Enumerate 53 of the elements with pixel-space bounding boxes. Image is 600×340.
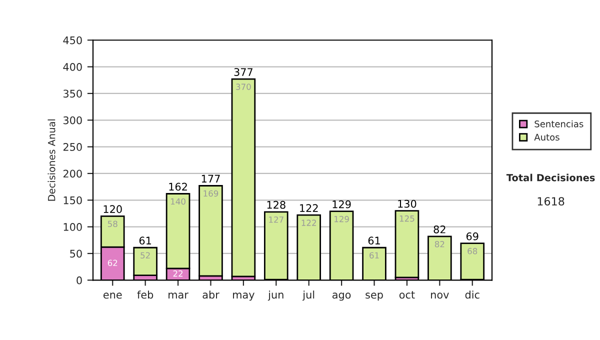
x-tick-label: ene [103,292,122,299]
text: 1618 [538,197,564,206]
x-tick-label: nov [431,292,449,299]
data-label: 52 [140,252,150,259]
total-label: 129 [332,200,351,208]
data-label: 140 [170,198,186,205]
total-label: 61 [139,236,151,245]
total-label: 162 [169,182,187,191]
legend-label: Autos [534,134,560,141]
data-label: 58 [108,220,118,228]
total-label: 82 [434,225,446,234]
x-tick-label: sep [366,292,383,301]
data-label: 62 [108,260,118,266]
data-label: 82 [434,241,444,248]
total-label: 177 [202,174,220,183]
total-label: 69 [466,232,478,240]
total-label: 128 [267,200,286,209]
data-label: 127 [269,216,284,223]
text: Total Decisiones [506,174,595,182]
x-tick-label: may [233,292,254,301]
y-tick-label: 150 [64,196,82,204]
y-tick-label: 50 [70,250,82,258]
total-label: 120 [104,205,122,214]
y-tick-label: 200 [63,170,82,178]
y-tick-label: 0 [76,276,82,284]
x-tick-label: abr [202,290,220,299]
data-label: 125 [400,215,414,222]
x-tick-label: dic [465,290,480,299]
x-tick-label: mar [168,292,188,299]
y-tick-label: 450 [63,36,82,44]
data-label: 61 [370,252,379,259]
y-tick-label: 100 [64,223,82,231]
y-tick-label: 400 [63,63,82,71]
x-tick-label: ago [332,292,351,301]
x-tick-label: jun [268,290,284,301]
data-label: 169 [204,190,218,197]
data-label: 129 [334,216,349,222]
data-label: 122 [302,220,316,226]
data-label: 22 [173,270,182,277]
y-axis-title: Decisiones Anual [48,119,56,201]
x-tick-label: feb [137,290,154,299]
total-label: 61 [368,236,380,245]
x-tick-label: jul [302,290,314,301]
x-tick-label: oct [399,291,415,299]
total-label: 122 [300,204,318,212]
y-tick-label: 250 [63,143,82,151]
y-tick-label: 350 [63,90,82,98]
data-label: 370 [236,84,251,90]
y-tick-label: 300 [63,116,82,124]
legend-label: Sentencias [534,120,584,128]
total-label: 377 [234,68,252,76]
data-label: 68 [468,248,478,254]
total-label: 130 [398,200,416,208]
